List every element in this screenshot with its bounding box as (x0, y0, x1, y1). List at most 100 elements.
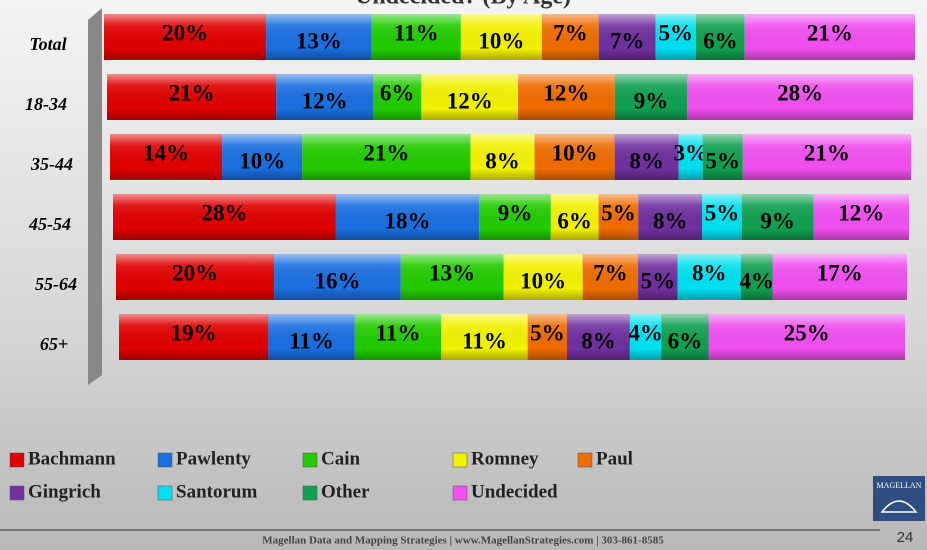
bar-shine (772, 254, 907, 300)
data-label: 11% (289, 328, 334, 353)
data-label: 8% (653, 208, 688, 233)
footer: Magellan Data and Mapping Strategies | w… (262, 535, 664, 547)
bar-shine (503, 254, 583, 300)
bar-shine (614, 134, 679, 180)
logo-box (873, 476, 925, 521)
page-number: 24 (897, 529, 914, 546)
data-label: 6% (668, 328, 703, 353)
bar-shine (696, 14, 745, 60)
bar-shine (541, 14, 599, 60)
data-label: 12% (838, 200, 884, 225)
data-label: 20% (172, 260, 218, 285)
bar-shine (582, 254, 639, 300)
legend-swatch (577, 452, 593, 468)
data-label: 6% (380, 80, 415, 105)
bar-shine (302, 134, 471, 180)
data-label: 3% (673, 140, 708, 165)
bar-shine (677, 254, 741, 300)
data-label: 12% (302, 88, 348, 113)
bar-shine (598, 14, 656, 60)
bar-shine (110, 134, 223, 180)
bar-shine (744, 14, 915, 60)
bar-shine (678, 134, 703, 180)
data-label: 21% (169, 80, 215, 105)
data-label: 5% (641, 268, 676, 293)
bar-shine (222, 134, 303, 180)
data-label: 5% (659, 20, 694, 45)
legend-swatch (452, 452, 468, 468)
bar-shine (567, 314, 630, 360)
data-label: 6% (557, 208, 592, 233)
data-label: 16% (314, 268, 360, 293)
bar-shine (470, 134, 535, 180)
bar-shine (460, 14, 542, 60)
data-label: 21% (804, 140, 850, 165)
data-label: 28% (201, 200, 247, 225)
bar-shine (598, 194, 639, 240)
bar-shine (268, 314, 355, 360)
data-label: 11% (462, 328, 507, 353)
data-label: 8% (692, 260, 727, 285)
legend-swatch (302, 485, 318, 501)
data-label: 19% (171, 320, 217, 345)
bar-shine (813, 194, 909, 240)
data-label: 7% (553, 20, 588, 45)
y-tick-label: Total (29, 34, 66, 54)
y-tick-label: 65+ (40, 334, 68, 354)
data-label: 8% (581, 328, 616, 353)
bar-shine (742, 134, 911, 180)
data-label: 13% (296, 28, 342, 53)
data-label: 21% (363, 140, 409, 165)
bar-shine (638, 254, 678, 300)
data-label: 5% (530, 320, 565, 345)
data-label: 20% (162, 20, 208, 45)
legend-label: Romney (471, 448, 539, 469)
legend-swatch (302, 452, 318, 468)
data-label: 7% (593, 260, 628, 285)
chart-title: Undecided? (By Age) (355, 0, 571, 10)
bar-shine (104, 14, 267, 60)
bar-shine (534, 134, 615, 180)
data-label: 21% (807, 20, 853, 45)
data-label: 18% (385, 208, 431, 233)
y-tick-label: 18-34 (25, 94, 67, 114)
bar-shine (655, 14, 697, 60)
legend-label: Bachmann (28, 448, 116, 469)
bar-shine (107, 74, 277, 120)
bar-shine (527, 314, 568, 360)
data-label: 5% (706, 148, 741, 173)
data-label: 12% (447, 88, 493, 113)
axis-wall (88, 8, 102, 385)
data-label: 4% (739, 268, 774, 293)
bar-shine (441, 314, 528, 360)
data-label: 5% (705, 200, 740, 225)
bar-shine (335, 194, 480, 240)
bar-shine (354, 314, 442, 360)
data-label: 25% (784, 320, 830, 345)
legend-swatch (9, 452, 25, 468)
bar-shine (702, 194, 742, 240)
y-tick-label: 45-54 (28, 214, 71, 234)
legend-label: Pawlenty (176, 448, 251, 469)
data-label: 14% (143, 140, 189, 165)
bar-shine (479, 194, 551, 240)
bar-shine (702, 134, 743, 180)
bar-shine (629, 314, 662, 360)
bar-shine (638, 194, 703, 240)
legend-label: Santorum (176, 481, 257, 502)
bar-shine (421, 74, 519, 120)
data-label: 8% (485, 148, 520, 173)
bar-shine (400, 254, 504, 300)
data-label: 9% (634, 88, 669, 113)
data-label: 12% (543, 80, 589, 105)
legend-label: Cain (321, 448, 361, 469)
data-label: 8% (629, 148, 664, 173)
data-label: 17% (817, 260, 863, 285)
legend-label: Paul (596, 448, 633, 469)
legend-label: Other (321, 481, 370, 502)
y-tick-label: 55-64 (35, 274, 77, 294)
data-label: 10% (239, 148, 285, 173)
data-label: 13% (429, 260, 475, 285)
data-label: 10% (520, 268, 566, 293)
